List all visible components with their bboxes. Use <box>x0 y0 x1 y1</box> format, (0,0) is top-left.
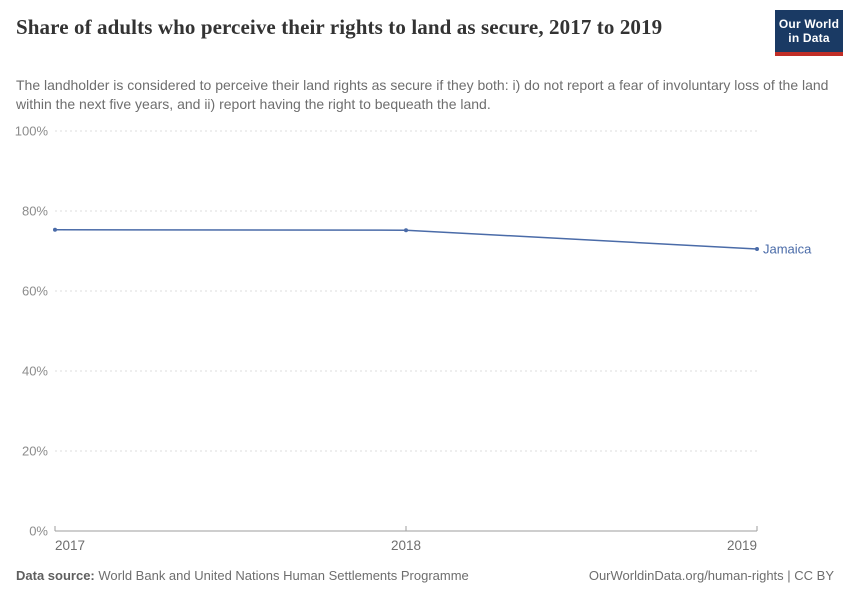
y-tick-label: 0% <box>29 524 48 539</box>
data-source-label: Data source: <box>16 568 95 583</box>
chart-footer: Data source: World Bank and United Natio… <box>16 568 834 583</box>
owid-logo-line1: Our World <box>778 17 840 31</box>
x-tick-label: 2017 <box>55 538 85 553</box>
data-source: Data source: World Bank and United Natio… <box>16 568 469 583</box>
series-point-jamaica[interactable] <box>755 247 759 251</box>
data-source-value: World Bank and United Nations Human Sett… <box>94 568 469 583</box>
series-point-jamaica[interactable] <box>404 228 408 233</box>
chart-subtitle: The landholder is considered to perceive… <box>16 77 829 112</box>
y-tick-label: 20% <box>22 444 48 459</box>
series-label-jamaica[interactable]: Jamaica <box>763 242 812 257</box>
y-tick-label: 40% <box>22 364 48 379</box>
owid-logo-line2: in Data <box>788 31 830 45</box>
y-tick-label: 60% <box>22 284 48 299</box>
series-point-jamaica[interactable] <box>53 227 57 232</box>
series-line-jamaica[interactable] <box>54 229 758 250</box>
line-chart: 0% 20% 40% 60% 80% 100% 2017 2018 2019 Jamaica <box>15 124 812 553</box>
owid-logo[interactable]: Our World in Data <box>775 10 843 56</box>
x-tick-label: 2019 <box>727 538 757 553</box>
x-tick-label: 2018 <box>391 538 421 553</box>
chart-title: Share of adults who perceive their right… <box>16 15 663 39</box>
y-tick-label: 100% <box>15 124 49 139</box>
y-tick-label: 80% <box>22 204 48 219</box>
owid-link[interactable]: OurWorldinData.org/human-rights | CC BY <box>588 568 834 583</box>
